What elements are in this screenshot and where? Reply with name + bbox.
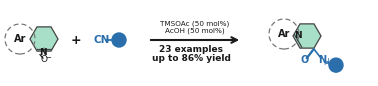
Circle shape [112, 33, 126, 47]
Text: +: + [40, 47, 46, 53]
Text: up to 86% yield: up to 86% yield [152, 53, 231, 63]
Text: TMSOAc (50 mol%): TMSOAc (50 mol%) [160, 21, 229, 27]
Text: −: − [45, 55, 51, 61]
Text: Ar: Ar [278, 28, 290, 39]
Text: 23 examples: 23 examples [159, 44, 223, 53]
Circle shape [329, 58, 343, 72]
Text: AcOH (50 mol%): AcOH (50 mol%) [165, 28, 225, 34]
Text: +: + [71, 34, 81, 47]
Text: CN: CN [93, 35, 109, 45]
Polygon shape [293, 24, 321, 48]
Text: N: N [318, 55, 327, 65]
Text: O: O [40, 55, 48, 64]
Text: O: O [301, 55, 309, 65]
Text: N: N [39, 48, 46, 57]
Text: H: H [323, 58, 329, 67]
Text: N: N [294, 31, 302, 40]
Polygon shape [30, 27, 58, 51]
Text: Ar: Ar [14, 34, 26, 44]
